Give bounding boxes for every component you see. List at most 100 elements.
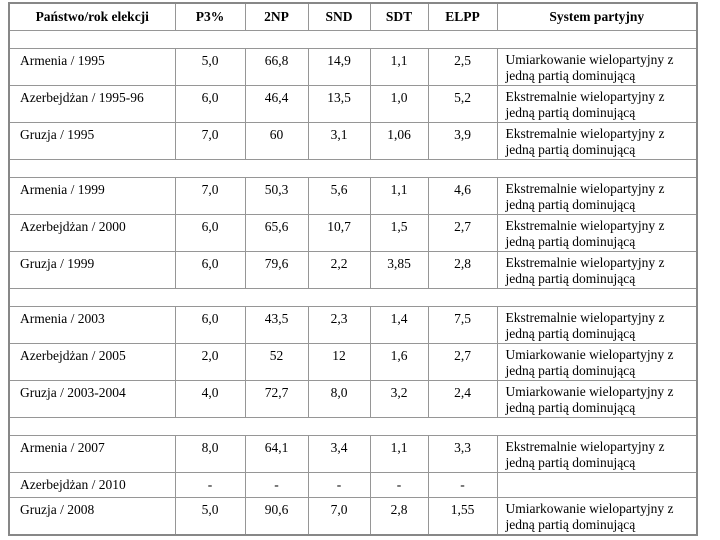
sdt-value-cell: 1,1 [369,435,429,473]
elpp-value-cell: 2,8 [427,251,498,289]
table-row: Azerbejdżan / 2010- - - - - [8,472,698,498]
spacer-row [8,288,698,307]
elpp-value-cell: 2,7 [427,214,498,252]
table-row: Azerbejdżan / 2000 6,0 65,6 10,7 1,5 2,7 Ekstr… [8,214,698,252]
snd-value-cell: 7,0 [307,497,371,536]
p3-value-cell: - [174,472,246,498]
country-year-cell: Armenia / 2007 [8,435,176,473]
table-row: Azerbejdżan / 2005 2,0 52 12 1,6 2,7 Umiarkowa… [8,343,698,381]
spacer-row [8,159,698,178]
table-row: Armenia / 1995 5,0 66,8 14,9 1,1 2,5 Umiarkowa… [8,48,698,86]
party-system-cell: Umiarkowanie wielopartyjny z jedną parti… [496,48,698,86]
p3-value-cell: 7,0 [174,177,246,215]
party-system-cell: Ekstremalnie wielopartyjny z jedną parti… [496,251,698,289]
spacer-cell [8,417,698,436]
snd-value-cell: 3,4 [307,435,371,473]
2np-value-cell: 65,6 [244,214,309,252]
2np-value-cell: 79,6 [244,251,309,289]
sdt-value-cell: 1,6 [369,343,429,381]
snd-value-cell: 3,1 [307,122,371,160]
table-row: Armenia / 2003 6,0 43,5 2,3 1,4 7,5 Ekstremaln… [8,306,698,344]
2np-value-cell: 90,6 [244,497,309,536]
sdt-value-cell: 1,06 [369,122,429,160]
sdt-value-cell: 1,4 [369,306,429,344]
elpp-value-cell: 7,5 [427,306,498,344]
party-system-cell [496,472,698,498]
table-body: Armenia / 1995 5,0 66,8 14,9 1,1 2,5 Umiarkowa… [8,30,698,536]
p3-value-cell: 7,0 [174,122,246,160]
country-year-cell: Armenia / 2003 [8,306,176,344]
snd-value-cell: 8,0 [307,380,371,418]
elpp-value-cell: 3,9 [427,122,498,160]
2np-value-cell: 43,5 [244,306,309,344]
p3-value-cell: 2,0 [174,343,246,381]
header-row: Państwo/rok elekcji P3% 2NP SND SDT ELPP… [8,2,698,31]
2np-value-cell: - [244,472,309,498]
elpp-value-cell: 4,6 [427,177,498,215]
2np-value-cell: 50,3 [244,177,309,215]
country-year-cell: Gruzja / 1995 [8,122,176,160]
table-row: Gruzja / 1995 7,0 60 3,1 1,06 3,9 Ekstremalnie… [8,122,698,160]
header-cell-system: System partyjny [496,2,698,31]
p3-value-cell: 4,0 [174,380,246,418]
p3-value-cell: 6,0 [174,214,246,252]
country-year-cell: Azerbejdżan / 2000 [8,214,176,252]
sdt-value-cell: 2,8 [369,497,429,536]
party-system-cell: Ekstremalnie wielopartyjny z jedną parti… [496,177,698,215]
p3-value-cell: 6,0 [174,85,246,123]
header-cell-country: Państwo/rok elekcji [8,2,176,31]
snd-value-cell: 14,9 [307,48,371,86]
snd-value-cell: 10,7 [307,214,371,252]
country-year-cell: Armenia / 1995 [8,48,176,86]
snd-value-cell: 2,2 [307,251,371,289]
elpp-value-cell: 3,3 [427,435,498,473]
country-year-cell: Gruzja / 2003-2004 [8,380,176,418]
header-cell-p3: P3% [174,2,246,31]
2np-value-cell: 72,7 [244,380,309,418]
table-row: Azerbejdżan / 1995-96 6,0 46,4 13,5 1,0 5,2 Ek… [8,85,698,123]
party-system-cell: Ekstremalnie wielopartyjny z jedną parti… [496,435,698,473]
header-cell-2np: 2NP [244,2,309,31]
2np-value-cell: 66,8 [244,48,309,86]
spacer-row [8,30,698,49]
sdt-value-cell: 1,1 [369,48,429,86]
table-row: Gruzja / 2008 5,0 90,6 7,0 2,8 1,55 Umiarkowan… [8,497,698,536]
country-year-cell: Gruzja / 2008 [8,497,176,536]
snd-value-cell: 2,3 [307,306,371,344]
spacer-cell [8,159,698,178]
country-year-cell: Azerbejdżan / 1995-96 [8,85,176,123]
table-row: Gruzja / 1999 6,0 79,6 2,2 3,85 2,8 Ekstremaln… [8,251,698,289]
sdt-value-cell: - [369,472,429,498]
2np-value-cell: 52 [244,343,309,381]
2np-value-cell: 64,1 [244,435,309,473]
country-year-cell: Armenia / 1999 [8,177,176,215]
snd-value-cell: 13,5 [307,85,371,123]
p3-value-cell: 6,0 [174,251,246,289]
p3-value-cell: 5,0 [174,48,246,86]
p3-value-cell: 8,0 [174,435,246,473]
elpp-value-cell: 2,4 [427,380,498,418]
party-system-cell: Umiarkowanie wielopartyjny z jedną parti… [496,497,698,536]
header-cell-sdt: SDT [369,2,429,31]
party-system-cell: Umiarkowanie wielopartyjny z jedną parti… [496,380,698,418]
party-system-cell: Ekstremalnie wielopartyjny z jedną parti… [496,214,698,252]
sdt-value-cell: 1,1 [369,177,429,215]
sdt-value-cell: 3,85 [369,251,429,289]
snd-value-cell: 5,6 [307,177,371,215]
p3-value-cell: 6,0 [174,306,246,344]
party-system-cell: Ekstremalnie wielopartyjny z jedną parti… [496,85,698,123]
sdt-value-cell: 1,0 [369,85,429,123]
snd-value-cell: 12 [307,343,371,381]
country-year-cell: Gruzja / 1999 [8,251,176,289]
party-system-cell: Umiarkowanie wielopartyjny z jedną parti… [496,343,698,381]
elpp-value-cell: 5,2 [427,85,498,123]
table-row: Gruzja / 2003-2004 4,0 72,7 8,0 3,2 2,4 Umiark… [8,380,698,418]
table-row: Armenia / 1999 7,0 50,3 5,6 1,1 4,6 Ekstremaln… [8,177,698,215]
election-party-systems-table: Państwo/rok elekcji P3% 2NP SND SDT ELPP… [8,2,698,536]
spacer-cell [8,288,698,307]
elpp-value-cell: 2,5 [427,48,498,86]
sdt-value-cell: 3,2 [369,380,429,418]
sdt-value-cell: 1,5 [369,214,429,252]
elpp-value-cell: - [427,472,498,498]
